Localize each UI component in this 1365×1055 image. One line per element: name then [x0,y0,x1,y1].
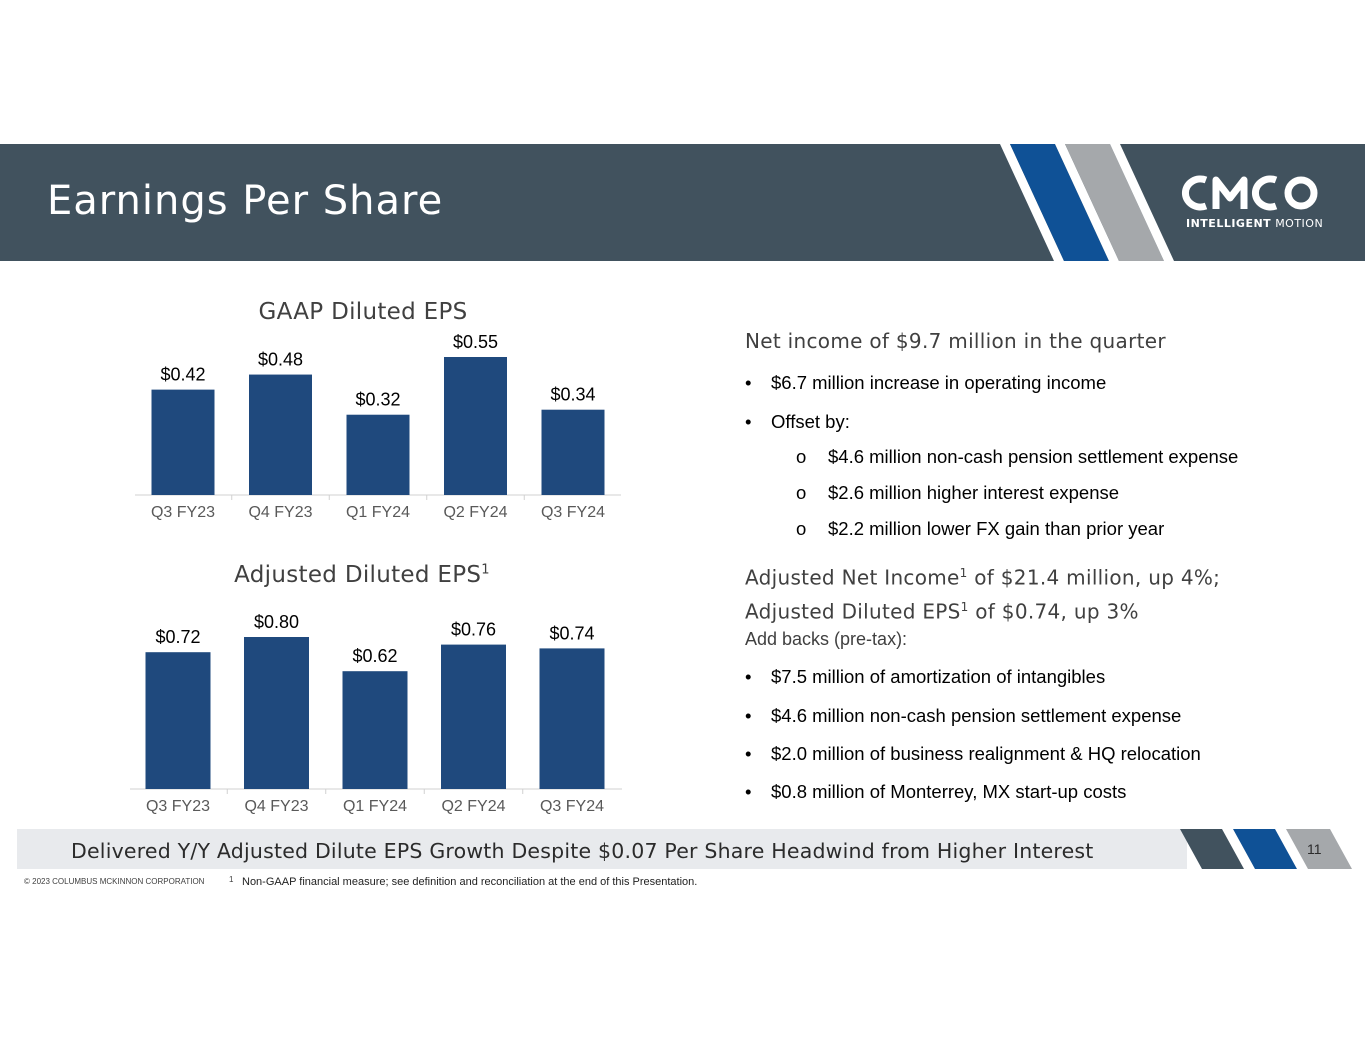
footnote: Non-GAAP financial measure; see definiti… [242,876,698,888]
data-label: $0.42 [160,365,205,385]
copyright: © 2023 COLUMBUS MCKINNON CORPORATION [24,877,205,886]
data-label: $0.72 [155,627,200,647]
company-logo [1182,175,1318,211]
net-income-heading: Net income of $9.7 million in the quarte… [745,329,1166,353]
x-tick-label: Q1 FY24 [346,504,410,521]
data-label: $0.76 [451,620,496,640]
bar-q1-fy24 [342,671,408,789]
gaap-chart-title: GAAP Diluted EPS [258,299,468,325]
x-tick-label: Q2 FY24 [441,798,505,815]
banner-stripes [1180,829,1352,869]
x-tick-label: Q3 FY24 [540,798,604,815]
data-label: $0.74 [549,623,594,643]
adjusted-eps-chart: $0.72 Q3 FY23 $0.80 Q4 FY23 $0.62 Q1 FY24 $0.7… [130,612,622,815]
page-number: 11 [1307,841,1322,857]
x-tick-label: Q4 FY23 [244,798,308,815]
x-tick-label: Q3 FY23 [151,504,215,521]
bar-q4-fy23 [249,374,312,495]
data-label: $0.55 [453,332,498,352]
bar-q1-fy24 [346,414,410,495]
bar-q3-fy23 [145,652,211,789]
x-tick-label: Q2 FY24 [443,504,507,521]
data-label: $0.32 [355,390,400,410]
header-bar: Earnings Per Share INTELLIGENT MOTION [0,144,1365,261]
data-label: $0.62 [352,646,397,666]
page-title: Earnings Per Share [47,178,444,224]
x-tick-label: Q1 FY24 [343,798,407,815]
bar-q3-fy23 [151,389,215,495]
bar-q4-fy23 [244,637,309,789]
bar-q3-fy24 [539,648,605,789]
bar-q3-fy24 [541,409,605,495]
addbacks-label: Add backs (pre-tax): [745,629,908,649]
bar-q2-fy24 [444,357,507,495]
logo-tagline: INTELLIGENT MOTION [1186,217,1324,230]
gaap-eps-chart: $0.42 Q3 FY23 $0.48 Q4 FY23 $0.32 Q1 FY24 $0.5… [135,332,621,521]
banner-text: Delivered Y/Y Adjusted Dilute EPS Growth… [71,839,1094,863]
adjusted-net-income-heading: Adjusted Net Income1 of $21.4 million, u… [745,565,1221,624]
data-label: $0.80 [254,612,299,632]
bar-q2-fy24 [441,644,506,789]
summary-banner: Delivered Y/Y Adjusted Dilute EPS Growth… [17,829,1187,869]
data-label: $0.34 [550,385,595,405]
header-stripes [1000,144,1174,261]
x-tick-label: Q4 FY23 [248,504,312,521]
x-tick-label: Q3 FY24 [541,504,605,521]
footnote-marker: 1 [229,875,234,884]
data-label: $0.48 [258,350,303,370]
adjusted-chart-title: Adjusted Diluted EPS1 [234,562,490,588]
x-tick-label: Q3 FY23 [146,798,210,815]
